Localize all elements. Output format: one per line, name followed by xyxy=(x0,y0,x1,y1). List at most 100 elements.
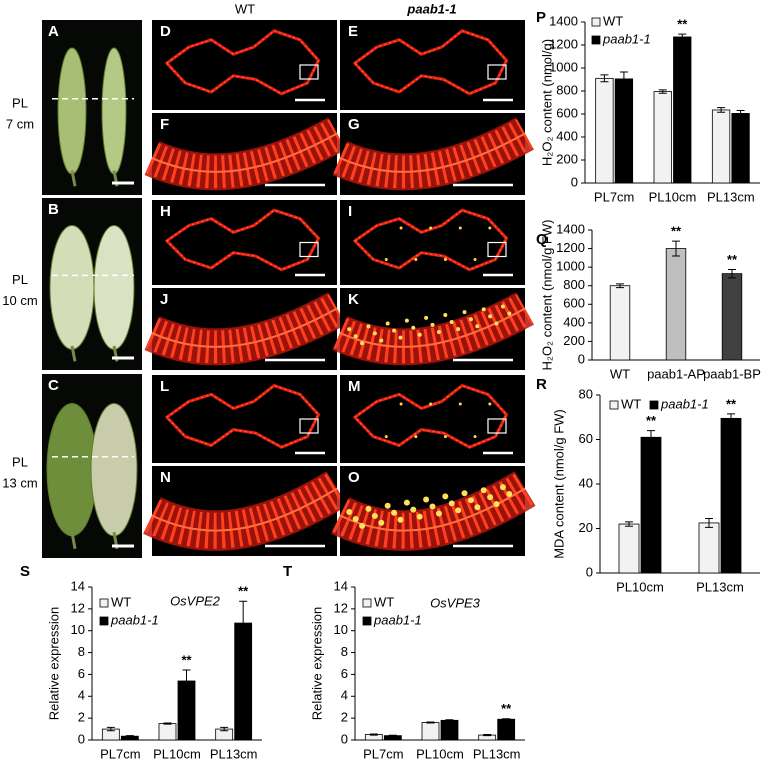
grain-stalk xyxy=(70,170,77,187)
signal-dot xyxy=(424,315,429,320)
y-tick-label: 80 xyxy=(579,386,593,401)
tissue-edge xyxy=(151,132,338,173)
error-bar xyxy=(625,521,633,527)
signal-dot xyxy=(458,402,462,406)
legend-swatch xyxy=(591,35,601,45)
signal-dot xyxy=(417,332,422,337)
signal-dot xyxy=(379,338,384,343)
zoom-box xyxy=(299,418,319,434)
signal-dot xyxy=(443,258,447,261)
error-bar xyxy=(182,669,191,693)
y-tick-label: 14 xyxy=(71,578,85,593)
panel-label: O xyxy=(348,469,360,486)
panel-label: D xyxy=(160,23,171,40)
row-label: PL xyxy=(12,455,28,470)
signal-dot xyxy=(411,325,416,330)
y-tick-label: 1200 xyxy=(556,240,585,255)
y-tick-label: 1000 xyxy=(549,59,578,74)
panel-label: F xyxy=(160,116,169,133)
y-tick-label: 10 xyxy=(71,622,85,637)
tissue-edge xyxy=(339,132,526,173)
grain-stalk xyxy=(70,345,77,362)
grain xyxy=(46,402,98,537)
significance: ** xyxy=(727,252,738,267)
y-tick-label: 800 xyxy=(563,277,585,292)
x-tick-label: PL13cm xyxy=(696,579,744,594)
y-tick-label: 200 xyxy=(556,151,578,166)
error-bar xyxy=(369,733,378,736)
error-bar xyxy=(672,240,680,257)
signal-dot xyxy=(473,435,477,439)
y-tick-label: 0 xyxy=(578,351,585,366)
signal-dot xyxy=(392,328,397,333)
signal-dot xyxy=(384,502,391,509)
zoom-box xyxy=(299,241,319,258)
signal-dot xyxy=(391,509,398,516)
x-tick-label: paab1-AP xyxy=(647,366,705,381)
signal-dot xyxy=(398,335,403,340)
error-bar xyxy=(727,413,735,424)
error-bar xyxy=(106,726,115,732)
grain xyxy=(57,47,87,175)
row-label: 10 cm xyxy=(2,293,37,308)
bar xyxy=(618,523,640,574)
signal-dot xyxy=(455,507,462,514)
zoom-box xyxy=(487,64,507,80)
signal-dot xyxy=(353,334,358,339)
row-label: 7 cm xyxy=(6,117,34,132)
error-bar xyxy=(717,107,726,113)
legend-swatch xyxy=(591,17,601,27)
bar xyxy=(711,109,731,184)
bar xyxy=(440,719,459,741)
y-tick-label: 4 xyxy=(78,688,85,703)
significance: ** xyxy=(726,396,737,411)
significance: ** xyxy=(677,17,688,32)
y-tick-label: 60 xyxy=(579,431,593,446)
legend-swatch xyxy=(362,616,372,626)
legend-label: paab1-1 xyxy=(373,612,422,627)
signal-dot xyxy=(442,493,449,500)
signal-dot xyxy=(462,310,467,315)
panel-label: I xyxy=(348,203,352,220)
significance: ** xyxy=(646,413,657,428)
signal-dot xyxy=(410,506,417,513)
x-tick-label: PL10cm xyxy=(153,746,201,761)
signal-dot xyxy=(458,226,462,230)
signal-dot xyxy=(347,327,352,332)
signal-dot xyxy=(414,258,418,261)
zoom-box xyxy=(299,64,319,80)
panel-label: M xyxy=(348,378,361,395)
x-tick-label: PL7cm xyxy=(363,746,403,761)
section-outline-inner xyxy=(166,30,320,95)
signal-dot xyxy=(456,327,461,332)
panel-label: H xyxy=(160,203,171,220)
section-outline xyxy=(165,208,320,272)
error-bar xyxy=(705,517,713,528)
signal-dot xyxy=(384,435,388,439)
x-tick-label: PL13cm xyxy=(210,746,258,761)
y-tick-label: 0 xyxy=(586,564,593,579)
bar xyxy=(640,436,662,574)
error-bar xyxy=(239,600,248,646)
signal-dot xyxy=(365,505,372,512)
signal-dot xyxy=(474,504,481,511)
y-tick-label: 1000 xyxy=(556,259,585,274)
legend-label: WT xyxy=(374,594,394,609)
signal-dot xyxy=(487,494,494,501)
y-tick-label: 800 xyxy=(556,82,578,97)
x-tick-label: WT xyxy=(610,366,630,381)
panel-label: R xyxy=(536,376,547,393)
signal-dot xyxy=(443,313,448,318)
signal-dot xyxy=(488,226,492,230)
tissue-edge xyxy=(151,487,338,532)
bar xyxy=(673,36,692,184)
x-tick-label: PL13cm xyxy=(473,746,521,761)
panel-label: N xyxy=(160,469,171,486)
signal-dot xyxy=(360,341,365,346)
significance: ** xyxy=(671,224,682,239)
signal-dot xyxy=(449,320,454,325)
panel-label: A xyxy=(48,23,59,40)
signal-dot xyxy=(371,512,378,519)
signal-dot xyxy=(346,509,353,515)
panel-label: E xyxy=(348,23,358,40)
